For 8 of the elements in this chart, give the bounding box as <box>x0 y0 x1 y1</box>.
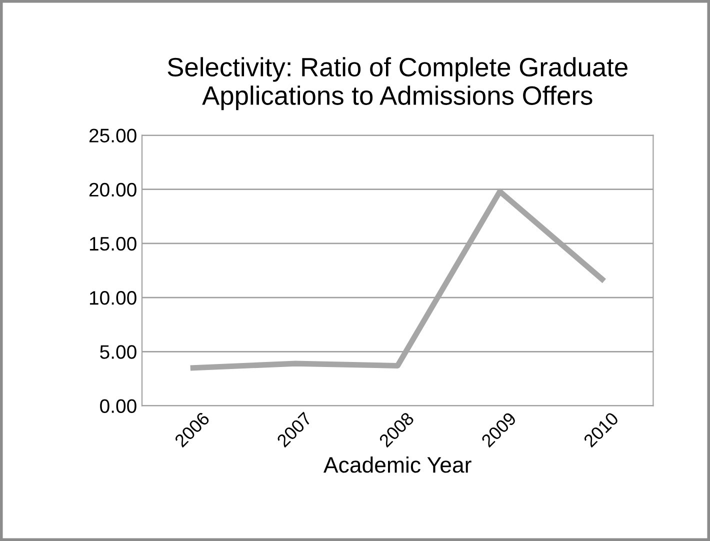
y-tick-label: 5.00 <box>100 345 136 359</box>
y-tick-label: 15.00 <box>90 236 136 251</box>
chart-title: Selectivity: Ratio of Complete Graduate Applications to Admissions Offers <box>168 57 628 110</box>
y-tick-label: 0.00 <box>100 399 136 413</box>
y-tick-label: 25.00 <box>89 128 136 142</box>
y-tick-label: 20.00 <box>89 182 136 197</box>
y-tick-label: 10.00 <box>90 291 136 305</box>
x-axis-title: Academic Year <box>324 456 472 473</box>
